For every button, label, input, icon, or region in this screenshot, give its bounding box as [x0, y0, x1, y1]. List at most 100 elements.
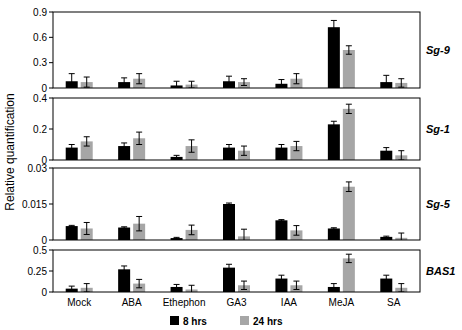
- error-bar: [189, 140, 195, 152]
- error-bar: [226, 76, 232, 86]
- error-bar: [69, 225, 75, 226]
- bar: [223, 268, 235, 292]
- y-tick: [49, 240, 53, 241]
- y-tick-label: 0.25: [28, 266, 48, 277]
- y-tick-label: 0.9: [33, 7, 47, 18]
- error-bar: [226, 264, 232, 271]
- panel: 00.30.60.9Sg-9: [33, 7, 451, 94]
- bars: [66, 182, 408, 240]
- error-bar: [331, 20, 337, 34]
- error-bar: [346, 104, 352, 113]
- error-bar: [293, 141, 299, 150]
- legend-swatch: [170, 316, 179, 325]
- x-tick-label: Mock: [67, 297, 92, 308]
- y-tick-label: 0.2: [33, 124, 47, 135]
- y-tick: [49, 168, 53, 169]
- bar: [223, 204, 235, 240]
- error-bar: [121, 266, 127, 273]
- error-bar: [69, 145, 75, 151]
- bars: [66, 104, 408, 160]
- y-tick: [49, 129, 53, 130]
- y-axis-label: Relative quantification: [3, 93, 17, 210]
- bar: [66, 226, 78, 240]
- error-bar: [121, 227, 127, 228]
- x-tick-label: GA3: [226, 297, 246, 308]
- error-bar: [121, 143, 127, 149]
- y-tick: [49, 12, 53, 13]
- error-bar: [136, 216, 142, 230]
- y-tick: [49, 88, 53, 89]
- x-tick-label: MeJA: [329, 297, 355, 308]
- y-tick-label: 0: [41, 287, 47, 298]
- plot-frame: [53, 12, 420, 88]
- panel-title: Sg-9: [426, 44, 451, 56]
- y-tick: [49, 160, 53, 161]
- error-bar: [84, 137, 90, 146]
- error-bar: [189, 225, 195, 235]
- error-bar: [241, 281, 247, 289]
- y-tick: [49, 204, 53, 205]
- y-tick: [49, 250, 53, 251]
- y-tick-label: 0.6: [33, 32, 47, 43]
- error-bar: [383, 275, 389, 282]
- legend-swatch: [240, 316, 249, 325]
- error-bar: [189, 285, 195, 292]
- y-tick: [49, 98, 53, 99]
- x-tick-label: SA: [387, 297, 401, 308]
- error-bar: [278, 220, 284, 221]
- error-bar: [398, 151, 404, 160]
- error-bar: [121, 78, 127, 86]
- legend-label: 24 hrs: [253, 316, 283, 327]
- error-bar: [278, 145, 284, 151]
- error-bar: [331, 121, 337, 127]
- error-bar: [293, 74, 299, 84]
- error-bar: [136, 279, 142, 287]
- y-tick: [49, 37, 53, 38]
- error-bar: [226, 145, 232, 151]
- bar: [343, 50, 355, 88]
- figure: 00.30.60.9Sg-9Relative quantification00.…: [0, 0, 462, 330]
- bar: [343, 109, 355, 160]
- error-bar: [241, 229, 247, 240]
- x-tick-label: ABA: [122, 297, 142, 308]
- error-bar: [293, 281, 299, 289]
- error-bar: [398, 284, 404, 292]
- x-tick-label: IAA: [281, 297, 297, 308]
- plot-frame: [53, 250, 420, 292]
- panel-title: Sg-5: [426, 198, 451, 210]
- error-bar: [241, 79, 247, 86]
- bar: [328, 124, 340, 160]
- error-bar: [84, 222, 90, 234]
- error-bar: [241, 146, 247, 155]
- error-bar: [84, 77, 90, 87]
- bar: [343, 187, 355, 240]
- error-bar: [331, 284, 337, 291]
- bars: [66, 254, 408, 292]
- error-bar: [398, 79, 404, 87]
- error-bar: [69, 74, 75, 88]
- y-tick-label: 0.015: [22, 199, 47, 210]
- error-bar: [174, 237, 180, 238]
- error-bar: [346, 254, 352, 262]
- y-tick-label: 0.03: [28, 163, 48, 174]
- error-bar: [226, 203, 232, 205]
- error-bar: [383, 75, 389, 88]
- bar: [118, 228, 130, 240]
- panel-title: Sg-1: [426, 123, 450, 135]
- error-bar: [136, 74, 142, 84]
- bar: [328, 27, 340, 88]
- y-tick: [49, 62, 53, 63]
- bar: [343, 258, 355, 292]
- error-bar: [278, 80, 284, 88]
- error-bar: [174, 284, 180, 289]
- legend-label: 8 hrs: [183, 316, 207, 327]
- error-bar: [136, 132, 142, 144]
- y-tick: [49, 271, 53, 272]
- plot-frame: [53, 98, 420, 160]
- error-bar: [346, 46, 352, 54]
- panel: 00.20.4Sg-1: [33, 93, 450, 166]
- error-bar: [189, 81, 195, 88]
- y-tick-label: 0.4: [33, 93, 47, 104]
- legend: 8 hrs 24 hrs: [170, 316, 283, 327]
- error-bar: [331, 228, 337, 229]
